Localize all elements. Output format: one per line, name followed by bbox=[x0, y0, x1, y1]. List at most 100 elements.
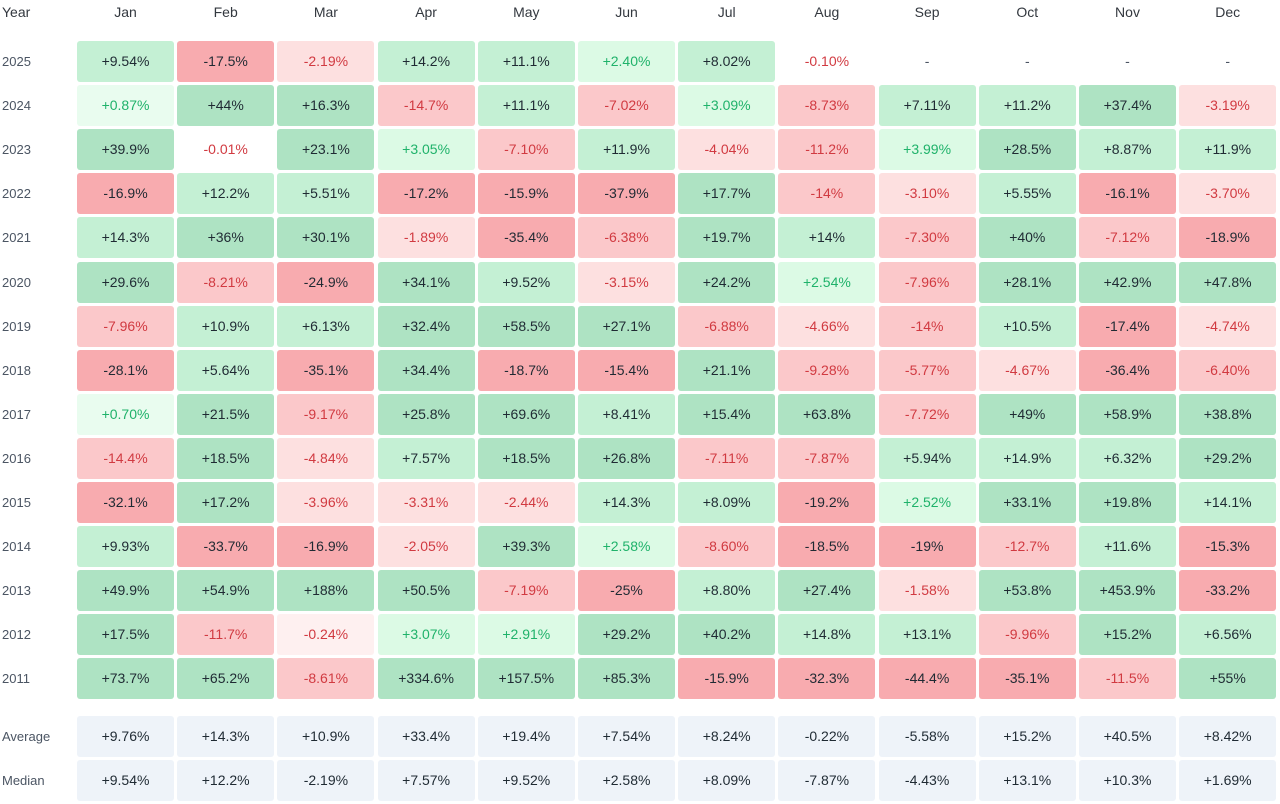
year-label: 2023 bbox=[2, 142, 31, 158]
return-cell: +2.58% bbox=[578, 526, 675, 568]
return-cell: -9.17% bbox=[277, 393, 375, 435]
month-header-mar: Mar bbox=[313, 4, 338, 20]
return-cell: +18.5% bbox=[177, 437, 275, 479]
return-cell: +58.9% bbox=[1079, 393, 1176, 435]
month-header-sep: Sep bbox=[914, 4, 940, 20]
year-label: 2025 bbox=[2, 54, 31, 69]
return-cell: -7.10% bbox=[477, 129, 575, 171]
return-cell: +8.41% bbox=[578, 393, 675, 435]
return-cell: +14.3% bbox=[578, 482, 675, 523]
return-cell: +50.5% bbox=[377, 570, 475, 612]
return-cell: +63.8% bbox=[778, 393, 876, 435]
return-cell: -4.04% bbox=[678, 129, 776, 171]
year-label: 2022 bbox=[2, 186, 31, 202]
return-cell: +69.6% bbox=[477, 393, 575, 435]
return-cell: -19.2% bbox=[778, 482, 876, 523]
return-cell: +2.52% bbox=[878, 482, 976, 523]
return-cell: -3.31% bbox=[377, 482, 475, 523]
year-label: 2021 bbox=[2, 230, 31, 246]
month-header-may: May bbox=[513, 4, 540, 20]
month-header-aug: Aug bbox=[814, 4, 840, 20]
summary-cell: -4.43% bbox=[878, 760, 976, 801]
month-header-jan: Jan bbox=[114, 4, 137, 20]
return-cell: +9.54% bbox=[77, 41, 174, 82]
return-cell: +3.09% bbox=[678, 85, 776, 127]
year-column-header: Year bbox=[2, 4, 31, 20]
return-cell: +55% bbox=[1179, 658, 1277, 700]
return-cell: +39.3% bbox=[477, 526, 575, 568]
return-cell: +8.80% bbox=[678, 570, 776, 612]
return-cell: -17.2% bbox=[377, 173, 475, 215]
return-cell: +5.55% bbox=[978, 173, 1076, 215]
return-cell: -33.7% bbox=[177, 526, 275, 568]
return-cell: -15.9% bbox=[678, 658, 776, 700]
month-header-jun: Jun bbox=[615, 4, 638, 20]
return-cell: -32.3% bbox=[778, 658, 876, 700]
summary-cell: +33.4% bbox=[377, 716, 475, 757]
return-cell: +14% bbox=[778, 217, 876, 259]
return-cell: -3.19% bbox=[1179, 85, 1277, 127]
return-cell: -33.2% bbox=[1179, 570, 1277, 612]
return-cell: -24.9% bbox=[277, 261, 375, 303]
return-cell: -14.7% bbox=[377, 85, 475, 127]
return-cell: +334.6% bbox=[377, 658, 475, 700]
return-cell: +28.5% bbox=[978, 129, 1076, 171]
summary-cell: +7.54% bbox=[578, 716, 675, 757]
year-label: 2011 bbox=[2, 671, 30, 687]
return-cell: -16.9% bbox=[77, 173, 174, 215]
return-cell: -6.38% bbox=[578, 217, 675, 259]
summary-cell: +9.76% bbox=[77, 716, 174, 757]
return-cell: +42.9% bbox=[1079, 261, 1176, 303]
return-cell: -9.96% bbox=[978, 614, 1076, 656]
return-cell: -1.89% bbox=[377, 217, 475, 259]
return-cell: - bbox=[1225, 53, 1231, 69]
summary-cell: +14.3% bbox=[177, 716, 275, 757]
month-header-nov: Nov bbox=[1115, 4, 1140, 20]
return-cell: +21.5% bbox=[177, 393, 275, 435]
return-cell: -35.1% bbox=[277, 349, 375, 391]
return-cell: +29.6% bbox=[77, 261, 174, 303]
return-cell: +9.93% bbox=[77, 526, 174, 568]
return-cell: +453.9% bbox=[1079, 570, 1176, 612]
return-cell: -9.28% bbox=[778, 349, 876, 391]
return-cell: -4.74% bbox=[1179, 305, 1277, 347]
return-cell: +0.87% bbox=[77, 85, 174, 127]
return-cell: +8.02% bbox=[678, 41, 776, 82]
return-cell: +17.2% bbox=[177, 482, 275, 523]
return-cell: +19.7% bbox=[678, 217, 776, 259]
return-cell: -7.87% bbox=[778, 437, 876, 479]
return-cell: -8.73% bbox=[778, 85, 876, 127]
return-cell: +39.9% bbox=[77, 129, 174, 171]
return-cell: +11.1% bbox=[477, 41, 575, 82]
return-cell: +33.1% bbox=[978, 482, 1076, 523]
return-cell: +2.40% bbox=[578, 41, 675, 82]
return-cell: +27.4% bbox=[778, 570, 876, 612]
return-cell: -2.19% bbox=[277, 41, 375, 82]
month-header-jul: Jul bbox=[717, 4, 736, 20]
return-cell: -5.77% bbox=[878, 349, 976, 391]
return-cell: +3.05% bbox=[377, 129, 475, 171]
month-header-oct: Oct bbox=[1016, 4, 1039, 20]
summary-cell: +10.3% bbox=[1079, 760, 1176, 801]
return-cell: +53.8% bbox=[978, 570, 1076, 612]
month-header-dec: Dec bbox=[1215, 4, 1241, 20]
return-cell: +37.4% bbox=[1079, 85, 1176, 127]
return-cell: +73.7% bbox=[77, 658, 174, 700]
return-cell: -3.15% bbox=[578, 261, 675, 303]
return-cell: -8.60% bbox=[678, 526, 776, 568]
return-cell: -14.4% bbox=[77, 437, 174, 479]
return-cell: -7.96% bbox=[878, 261, 976, 303]
return-cell: -0.01% bbox=[203, 141, 248, 158]
return-cell: -3.70% bbox=[1179, 173, 1277, 215]
return-cell: -15.9% bbox=[477, 173, 575, 215]
return-cell: +28.1% bbox=[978, 261, 1076, 303]
summary-cell: +40.5% bbox=[1079, 716, 1176, 757]
return-cell: +44% bbox=[177, 85, 275, 127]
return-cell: +10.5% bbox=[978, 305, 1076, 347]
return-cell: -44.4% bbox=[878, 658, 976, 700]
return-cell: +54.9% bbox=[177, 570, 275, 612]
summary-cell: -0.22% bbox=[778, 716, 876, 757]
return-cell: +18.5% bbox=[477, 437, 575, 479]
return-cell: +11.9% bbox=[1179, 129, 1277, 171]
